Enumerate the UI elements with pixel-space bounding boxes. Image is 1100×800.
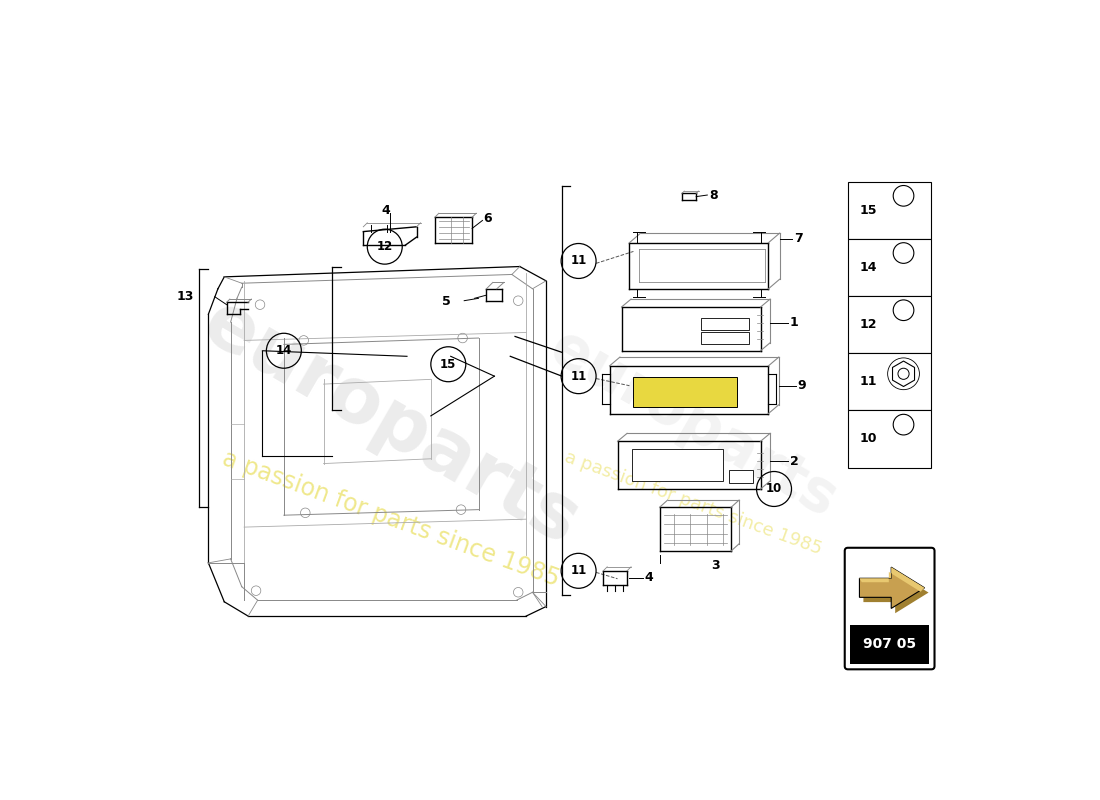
Text: europarts: europarts [190, 286, 592, 562]
Text: 2: 2 [790, 454, 799, 468]
Text: 11: 11 [571, 564, 586, 578]
Text: 15: 15 [860, 204, 878, 217]
Circle shape [898, 368, 909, 379]
FancyBboxPatch shape [850, 625, 928, 664]
Text: 10: 10 [860, 433, 878, 446]
Text: 10: 10 [766, 482, 782, 495]
Text: 7: 7 [794, 232, 803, 246]
Text: 13: 13 [177, 290, 194, 303]
FancyBboxPatch shape [848, 353, 932, 410]
Text: 1: 1 [790, 317, 799, 330]
FancyBboxPatch shape [728, 470, 752, 482]
Text: 11: 11 [860, 375, 878, 388]
Text: 5: 5 [442, 295, 451, 308]
FancyBboxPatch shape [631, 450, 723, 481]
Text: 3: 3 [711, 558, 719, 572]
Polygon shape [864, 572, 928, 614]
Polygon shape [859, 567, 925, 592]
Text: a passion for parts since 1985: a passion for parts since 1985 [219, 447, 563, 591]
Circle shape [893, 242, 914, 263]
FancyBboxPatch shape [848, 182, 932, 238]
FancyBboxPatch shape [848, 238, 932, 296]
Text: 14: 14 [860, 261, 878, 274]
Text: 14: 14 [276, 344, 292, 358]
FancyBboxPatch shape [634, 377, 737, 407]
Text: 4: 4 [382, 205, 389, 218]
FancyBboxPatch shape [848, 296, 932, 353]
Circle shape [893, 300, 914, 321]
Text: 12: 12 [860, 318, 878, 331]
Circle shape [893, 186, 914, 206]
Text: 11: 11 [571, 370, 586, 382]
FancyBboxPatch shape [845, 548, 935, 670]
Text: europarts: europarts [539, 318, 847, 529]
Text: 12: 12 [376, 240, 393, 253]
Text: 9: 9 [798, 379, 806, 392]
Circle shape [893, 414, 914, 435]
Text: 15: 15 [440, 358, 456, 370]
Text: 6: 6 [483, 212, 492, 226]
Text: 11: 11 [571, 254, 586, 267]
Text: 4: 4 [645, 571, 653, 585]
FancyBboxPatch shape [701, 318, 749, 330]
FancyBboxPatch shape [701, 333, 749, 344]
FancyBboxPatch shape [848, 410, 932, 467]
Text: 8: 8 [708, 189, 717, 202]
Polygon shape [859, 567, 925, 609]
Polygon shape [892, 361, 914, 386]
Text: 907 05: 907 05 [864, 638, 916, 651]
Text: a passion for parts since 1985: a passion for parts since 1985 [562, 448, 824, 558]
